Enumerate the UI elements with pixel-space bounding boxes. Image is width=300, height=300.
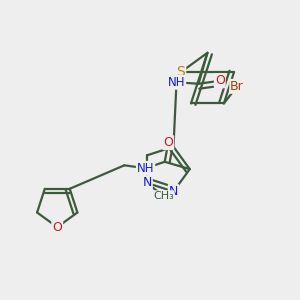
Text: NH: NH <box>168 76 185 89</box>
Text: O: O <box>215 74 225 87</box>
Text: S: S <box>176 65 185 79</box>
Text: NH: NH <box>137 162 154 175</box>
Text: N: N <box>169 185 178 198</box>
Text: Br: Br <box>230 80 244 93</box>
Text: O: O <box>163 136 173 149</box>
Text: N: N <box>142 176 152 190</box>
Text: CH₃: CH₃ <box>153 191 174 201</box>
Text: O: O <box>52 220 62 234</box>
